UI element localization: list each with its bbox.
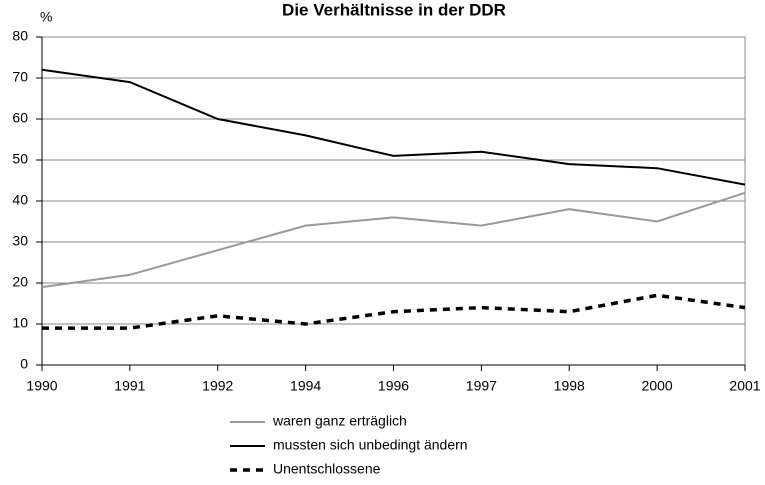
y-tick-label: 60 [12, 110, 28, 126]
y-tick-label: 30 [12, 233, 28, 249]
x-tick-label: 1997 [466, 378, 497, 394]
y-unit-label: % [40, 9, 52, 25]
chart-title: Die Verhältnisse in der DDR [282, 0, 506, 19]
x-tick-label: 2000 [642, 378, 673, 394]
data-line [42, 293, 746, 330]
data-line [41, 68, 746, 186]
x-tick-label: 1994 [290, 378, 321, 394]
legend-label: mussten sich unbedingt ändern [273, 437, 468, 453]
x-tick-label: 2001 [729, 378, 760, 394]
y-tick-label: 40 [12, 192, 28, 208]
x-tick-label: 1990 [26, 378, 57, 394]
x-tick-label: 1992 [202, 378, 233, 394]
x-tick-label: 1991 [114, 378, 145, 394]
data-line [41, 191, 746, 289]
y-tick-label: 80 [12, 28, 28, 44]
legend-label: Unentschlossene [273, 461, 381, 477]
x-tick-label: 1998 [554, 378, 585, 394]
y-tick-label: 20 [12, 274, 28, 290]
y-tick-label: 10 [12, 315, 28, 331]
y-tick-label: 70 [12, 69, 28, 85]
y-tick-label: 50 [12, 151, 28, 167]
y-tick-label: 0 [20, 356, 28, 372]
legend-label: waren ganz erträglich [272, 413, 407, 429]
x-tick-label: 1996 [378, 378, 409, 394]
